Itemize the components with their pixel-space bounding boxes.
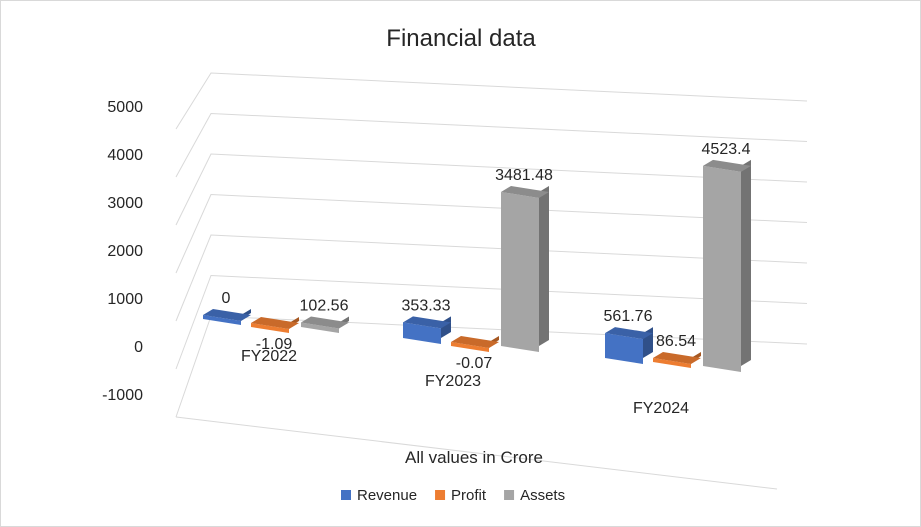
y-tick-label: -1000 xyxy=(102,387,143,404)
data-label: 86.54 xyxy=(656,333,696,350)
bar-side xyxy=(539,185,549,346)
bar-front xyxy=(403,322,441,344)
bar-top xyxy=(451,336,499,348)
gridline xyxy=(175,274,808,370)
bar-assets xyxy=(501,185,549,352)
bar-profit xyxy=(451,336,499,352)
legend-label: Revenue xyxy=(357,487,417,504)
data-label: -0.07 xyxy=(456,355,493,372)
bar-top xyxy=(501,185,549,198)
gridline xyxy=(175,234,808,322)
legend-item-assets: Assets xyxy=(504,487,565,504)
bar-front xyxy=(451,342,489,352)
bar-top xyxy=(703,159,751,172)
legend: Revenue Profit Assets xyxy=(341,487,565,504)
bar-revenue xyxy=(605,327,653,364)
bar-assets xyxy=(301,316,349,333)
bar-top xyxy=(403,316,451,329)
data-label: 353.33 xyxy=(402,297,451,314)
bar-front xyxy=(703,165,741,372)
y-tick-label: 4000 xyxy=(107,147,143,164)
bar-front xyxy=(501,191,539,352)
bar-assets xyxy=(703,159,751,372)
bar-top xyxy=(653,352,701,364)
bar-top xyxy=(203,309,251,321)
legend-label: Profit xyxy=(451,487,487,504)
gridline xyxy=(175,72,808,130)
bar-front xyxy=(653,358,691,368)
bar-front xyxy=(301,322,339,333)
y-tick-label: 0 xyxy=(134,339,143,356)
gridline xyxy=(175,153,808,226)
x-tick-label: FY2024 xyxy=(633,400,689,417)
bar-profit xyxy=(251,317,299,333)
data-label: 102.56 xyxy=(300,297,349,314)
bar-top xyxy=(605,327,653,340)
gridlines xyxy=(175,72,808,490)
y-tick-label: 1000 xyxy=(107,291,143,308)
data-label: 561.76 xyxy=(604,308,653,325)
data-label: 3481.48 xyxy=(495,167,553,184)
data-label: 4523.4 xyxy=(702,141,751,158)
y-tick-label: 2000 xyxy=(107,243,143,260)
bar-side xyxy=(643,327,653,358)
legend-item-profit: Profit xyxy=(435,487,487,504)
bar-revenue xyxy=(203,309,251,325)
x-tick-label: FY2022 xyxy=(241,348,297,365)
bar-front xyxy=(605,333,643,364)
x-axis: FY2022 FY2023 FY2024 xyxy=(241,348,689,417)
bar-front xyxy=(251,323,289,333)
bar-side xyxy=(741,159,751,366)
data-label: -1.09 xyxy=(256,336,293,353)
chart-title: Financial data xyxy=(386,25,536,52)
x-tick-label: FY2023 xyxy=(425,373,481,390)
bar-top xyxy=(301,316,349,329)
bar-profit xyxy=(653,352,701,368)
data-labels: 0 353.33 561.76 -1.09 -0.07 86.54 102.56 3481.4… xyxy=(222,141,751,372)
y-axis: 5000 4000 3000 2000 1000 0 -1000 xyxy=(102,99,143,404)
bar-revenue xyxy=(403,316,451,344)
legend-swatch xyxy=(341,490,351,500)
y-tick-label: 3000 xyxy=(107,195,143,212)
legend-item-revenue: Revenue xyxy=(341,487,417,504)
floor-edge xyxy=(175,416,778,490)
legend-label: Assets xyxy=(520,487,565,504)
y-tick-label: 5000 xyxy=(107,99,143,116)
data-label: 0 xyxy=(222,290,231,307)
x-axis-title: All values in Crore xyxy=(405,448,543,467)
bar-top xyxy=(251,317,299,329)
bars xyxy=(203,159,751,372)
gridline xyxy=(175,112,808,178)
legend-swatch xyxy=(504,490,515,500)
gridline xyxy=(175,193,808,274)
legend-swatch xyxy=(435,490,446,500)
bar-front xyxy=(203,315,241,325)
